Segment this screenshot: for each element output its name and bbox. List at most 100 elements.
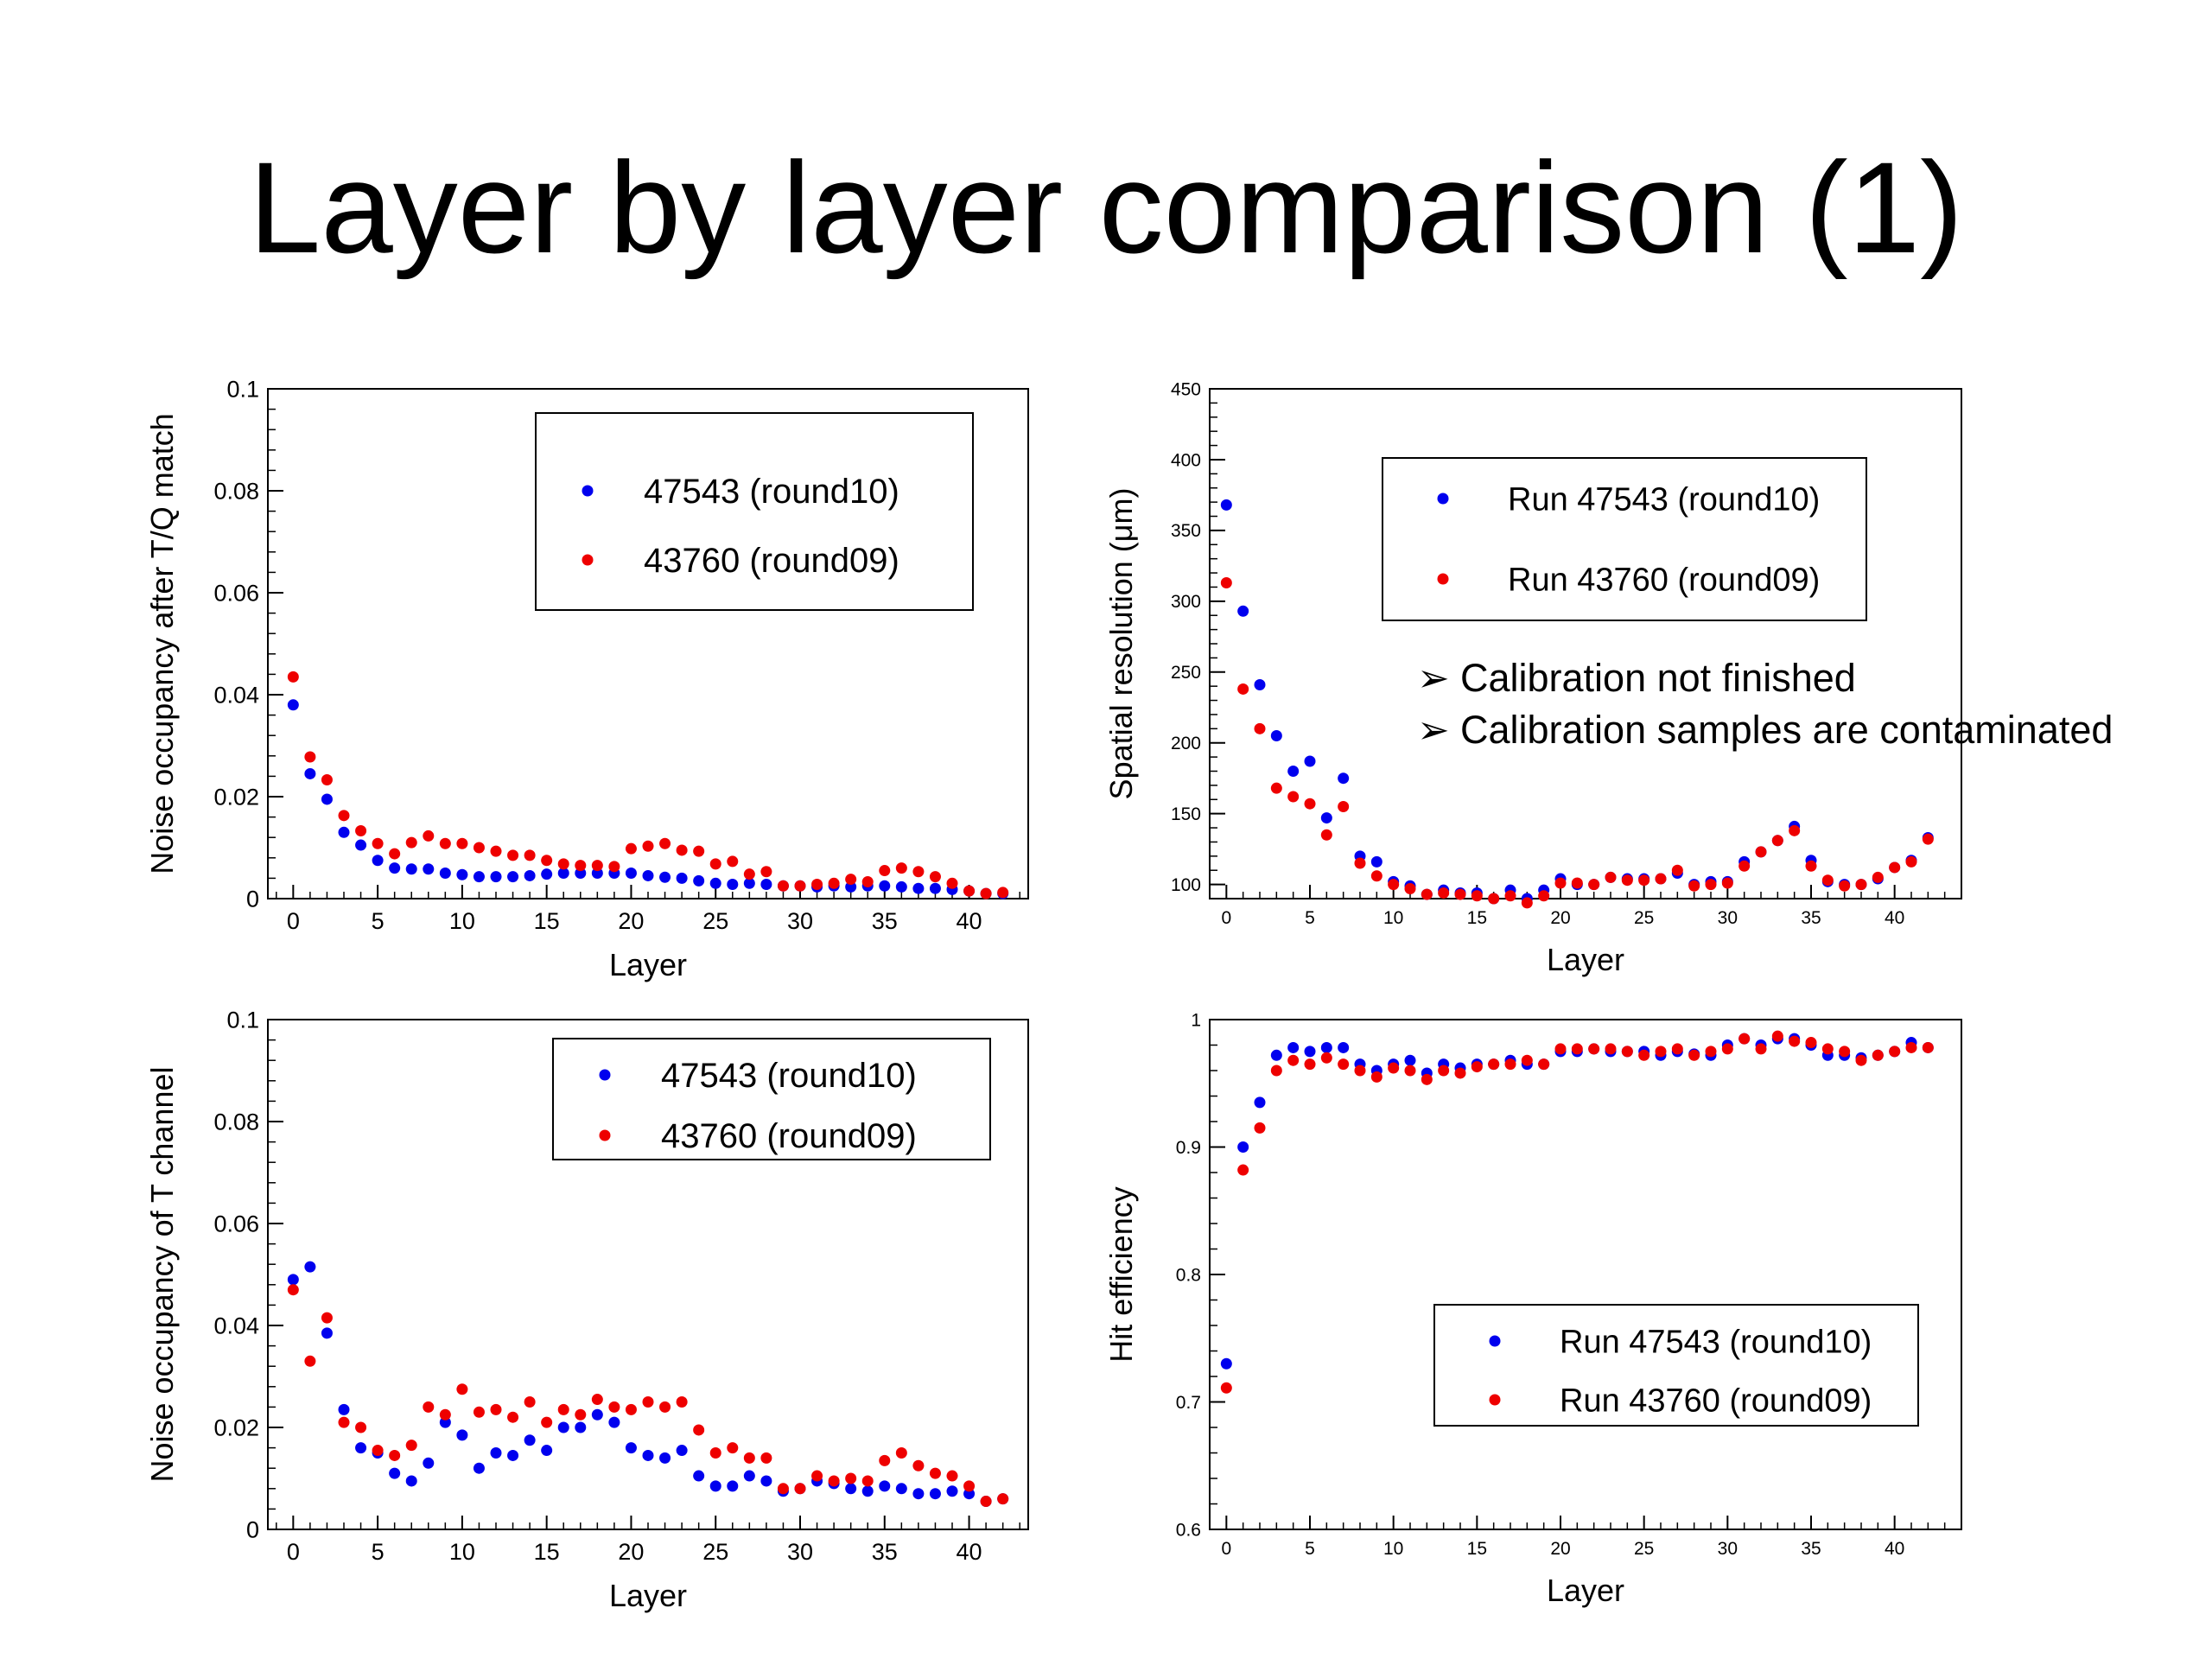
y-tick-label: 0 [246, 886, 259, 912]
x-tick-label: 25 [1634, 908, 1654, 928]
data-point-series2 [1370, 1071, 1382, 1083]
data-point-series2 [1287, 1054, 1300, 1066]
data-point-series1 [321, 793, 333, 805]
data-point-series2 [1254, 722, 1266, 734]
data-point-series2 [861, 1475, 874, 1487]
data-point-series1 [423, 1457, 435, 1469]
data-point-series1 [676, 1445, 688, 1457]
data-point-series1 [575, 1421, 587, 1433]
data-point-series2 [338, 810, 350, 822]
data-point-series2 [1855, 879, 1867, 891]
data-point-series2 [1688, 880, 1700, 892]
data-point-series2 [304, 1355, 316, 1367]
y-tick-label: 0.9 [1176, 1138, 1201, 1158]
data-point-series2 [895, 1447, 907, 1459]
data-point-series2 [659, 1401, 671, 1413]
note-text: Calibration not finished [1460, 656, 1856, 700]
data-point-series1 [490, 871, 502, 883]
data-point-series1 [287, 699, 299, 711]
data-point-series2 [1354, 1065, 1366, 1077]
data-point-series2 [727, 1442, 739, 1454]
data-point-series2 [1554, 1043, 1567, 1055]
data-point-series2 [963, 885, 976, 897]
data-point-series1 [405, 1475, 417, 1487]
data-point-series2 [423, 830, 435, 842]
data-point-series2 [1388, 879, 1400, 891]
data-point-series1 [287, 1274, 299, 1286]
data-point-series1 [760, 878, 772, 890]
data-point-series1 [524, 1434, 536, 1446]
data-point-series1 [541, 1445, 553, 1457]
data-point-series2 [287, 671, 299, 683]
arrow-bullet-icon: ➢ [1417, 656, 1450, 700]
data-point-series2 [456, 837, 468, 849]
y-tick-label: 400 [1171, 450, 1201, 470]
data-point-series2 [591, 860, 603, 872]
data-point-series1 [895, 880, 907, 893]
data-point-series2 [1738, 860, 1751, 872]
legend-label: Run 43760 (round09) [1508, 562, 1820, 598]
data-point-series2 [743, 868, 755, 880]
data-point-series1 [456, 1429, 468, 1441]
data-point-series2 [1839, 880, 1851, 892]
y-tick-label: 0.02 [213, 784, 259, 810]
data-point-series2 [372, 1445, 384, 1457]
y-tick-label: 150 [1171, 804, 1201, 824]
data-point-series1 [389, 1467, 401, 1479]
data-point-series2 [1588, 879, 1600, 891]
data-point-series1 [912, 1488, 925, 1500]
data-point-series2 [389, 1449, 401, 1461]
data-point-series2 [777, 880, 789, 892]
data-point-series2 [321, 774, 333, 786]
data-point-series2 [591, 1394, 603, 1406]
data-point-series1 [879, 1480, 891, 1492]
y-tick-label: 100 [1171, 875, 1201, 895]
data-point-series2 [1404, 1065, 1416, 1077]
data-point-series2 [828, 877, 840, 889]
data-point-series1 [879, 880, 891, 892]
data-point-series2 [1789, 1035, 1801, 1047]
data-point-series2 [1821, 1043, 1834, 1055]
data-point-series2 [912, 1459, 925, 1471]
note-item: ➢ Calibration not finished [1417, 652, 2113, 704]
data-point-series1 [1220, 1357, 1232, 1370]
data-point-series2 [980, 887, 992, 899]
data-point-series2 [963, 1480, 976, 1492]
x-tick-label: 20 [618, 908, 644, 934]
data-point-series2 [1705, 1046, 1717, 1058]
y-axis-label: Spatial resolution (μm) [1103, 488, 1139, 800]
y-tick-label: 1 [1191, 1010, 1201, 1030]
legend-label: 43760 (round09) [661, 1117, 917, 1155]
data-point-series2 [1621, 1046, 1633, 1058]
data-point-series1 [895, 1483, 907, 1495]
data-point-series2 [1304, 798, 1316, 810]
x-tick-label: 30 [787, 1539, 813, 1565]
data-point-series2 [575, 1408, 587, 1421]
legend-label: Run 47543 (round10) [1560, 1324, 1872, 1360]
data-point-series1 [608, 1416, 620, 1428]
y-tick-label: 0.1 [226, 376, 259, 402]
y-tick-label: 0.1 [226, 1007, 259, 1033]
data-point-series1 [642, 1449, 654, 1461]
data-point-series2 [1889, 861, 1901, 874]
data-point-series2 [1220, 577, 1232, 589]
x-tick-label: 10 [449, 908, 475, 934]
data-point-series2 [895, 862, 907, 874]
data-point-series2 [1488, 893, 1500, 905]
data-point-series2 [1839, 1046, 1851, 1058]
y-tick-label: 0.8 [1176, 1265, 1201, 1285]
data-point-series2 [828, 1475, 840, 1487]
data-point-series2 [946, 877, 958, 889]
data-point-series2 [1438, 1065, 1450, 1077]
data-point-series1 [355, 839, 367, 851]
data-point-series2 [676, 1396, 688, 1408]
data-point-series1 [439, 868, 451, 879]
data-point-series2 [304, 751, 316, 763]
data-point-series2 [1554, 877, 1567, 889]
data-point-series2 [1504, 890, 1516, 902]
data-point-series1 [304, 767, 316, 779]
data-point-series2 [1738, 1033, 1751, 1045]
data-point-series1 [423, 863, 435, 875]
y-tick-label: 0.7 [1176, 1393, 1201, 1413]
data-point-series2 [1471, 1061, 1483, 1073]
